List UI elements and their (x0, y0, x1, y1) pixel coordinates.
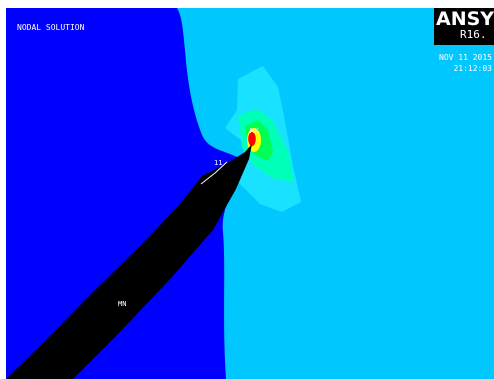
ansys-release-label: R16. (460, 28, 487, 41)
maximum-hotspot (248, 132, 256, 146)
plot-title: NODAL SOLUTION (17, 23, 85, 32)
contour-plot (6, 8, 494, 379)
plot-date: NOV 11 2015 (439, 53, 492, 62)
minimum-marker-label: MN (118, 300, 127, 308)
node-number-label: 11 (214, 159, 223, 167)
maximum-marker-label: MX (250, 127, 259, 135)
plot-time: 21:12:03 (453, 64, 492, 73)
crack-region (6, 144, 252, 379)
ansys-brand-label: ANSYS (436, 8, 494, 30)
node-leader-line (200, 161, 228, 185)
nodal-solution-viewport: NODAL SOLUTION ANSYS R16. NOV 11 2015 21… (6, 8, 494, 379)
ansys-logo: ANSYS R16. (434, 8, 494, 45)
